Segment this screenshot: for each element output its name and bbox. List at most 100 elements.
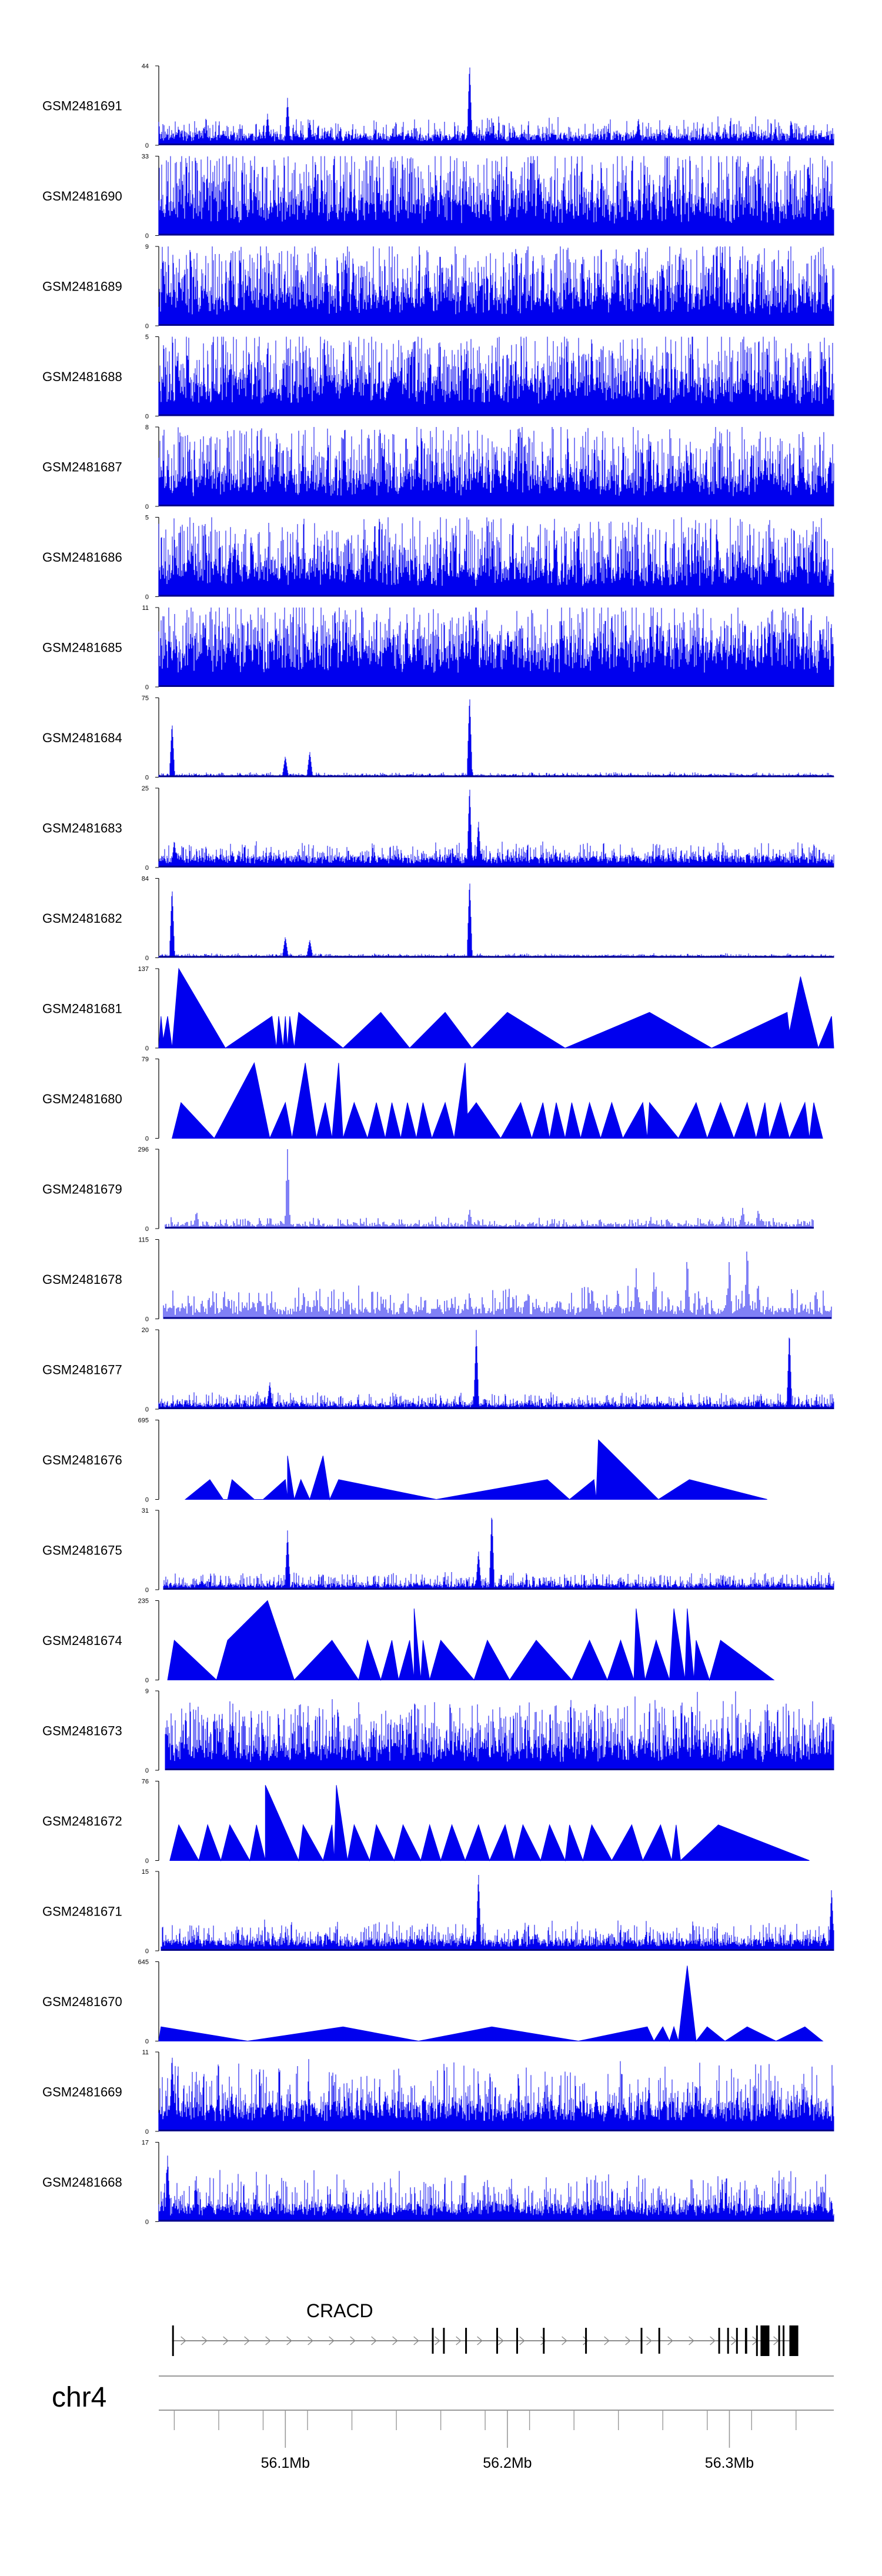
strand-arrow (604, 2336, 610, 2345)
axis-tick-label: 56.1Mb (261, 2455, 310, 2471)
track-GSM2481689: GSM2481689 9 0 (42, 243, 834, 330)
exon (640, 2328, 643, 2354)
strand-arrow (308, 2336, 313, 2345)
gene-model (172, 2325, 799, 2356)
y-max-label: 17 (142, 2140, 149, 2147)
track-label: GSM2481671 (42, 1904, 122, 1919)
strand-arrow (350, 2336, 356, 2345)
y-max-label: 75 (142, 695, 149, 702)
exon (783, 2325, 785, 2356)
exon (736, 2328, 738, 2354)
y-max-label: 645 (138, 1959, 149, 1966)
y-min-label: 0 (145, 323, 149, 330)
exon (443, 2328, 445, 2354)
track-label: GSM2481685 (42, 640, 122, 655)
y-max-label: 235 (138, 1598, 149, 1605)
track-GSM2481691: GSM2481691 44 0 (42, 63, 834, 149)
y-max-label: 115 (138, 1237, 149, 1244)
y-min-label: 0 (145, 1316, 149, 1323)
track-label: GSM2481670 (42, 1994, 122, 2009)
y-min-label: 0 (145, 1858, 149, 1865)
exon (585, 2328, 587, 2354)
strand-arrow (477, 2336, 483, 2345)
y-min-label: 0 (145, 955, 149, 962)
track-GSM2481686: GSM2481686 5 0 (42, 515, 834, 601)
y-max-label: 31 (142, 1507, 149, 1514)
y-max-label: 20 (142, 1327, 149, 1334)
track-GSM2481673: GSM2481673 9 0 (42, 1688, 834, 1774)
exon (744, 2328, 747, 2354)
exon (496, 2328, 498, 2354)
coverage-bars (158, 67, 834, 145)
coverage-area (158, 967, 834, 1049)
y-min-label: 0 (145, 684, 149, 691)
track-label: GSM2481689 (42, 279, 122, 294)
y-min-label: 0 (145, 1677, 149, 1684)
y-max-label: 84 (142, 876, 149, 883)
strand-arrow (223, 2336, 229, 2345)
y-max-label: 44 (142, 63, 149, 70)
y-min-label: 0 (145, 775, 149, 782)
chromosome-axis: chr4 56.1Mb 56.2Mb 56.3Mb (52, 2375, 834, 2471)
coverage-bars (165, 1691, 834, 1770)
y-max-label: 695 (138, 1417, 149, 1424)
strand-arrow (265, 2336, 271, 2345)
y-min-label: 0 (145, 2038, 149, 2046)
y-max-label: 33 (142, 154, 149, 161)
strand-arrow (202, 2336, 208, 2345)
y-max-label: 9 (145, 1688, 149, 1695)
strand-arrow (181, 2336, 186, 2345)
y-min-label: 0 (145, 413, 149, 421)
y-min-label: 0 (145, 1226, 149, 1233)
exon (760, 2325, 770, 2356)
track-GSM2481683: GSM2481683 25 0 (42, 785, 834, 872)
track-GSM2481675: GSM2481675 31 0 (42, 1507, 834, 1594)
track-GSM2481681: GSM2481681 137 0 (42, 966, 834, 1052)
track-label: GSM2481690 (42, 189, 122, 203)
y-max-label: 8 (145, 424, 149, 431)
exon (789, 2325, 799, 2356)
coverage-bars (158, 2057, 834, 2131)
track-label: GSM2481668 (42, 2175, 122, 2190)
y-max-label: 5 (145, 334, 149, 341)
y-max-label: 76 (142, 1778, 149, 1786)
y-max-label: 137 (138, 966, 149, 973)
exon (172, 2325, 174, 2356)
y-max-label: 11 (142, 605, 149, 612)
track-GSM2481670: GSM2481670 645 0 (42, 1959, 824, 2046)
track-label: GSM2481681 (42, 1002, 122, 1016)
strand-arrow (689, 2336, 694, 2345)
coverage-bars (158, 246, 834, 326)
strand-arrow (435, 2336, 440, 2345)
track-label: GSM2481679 (42, 1182, 122, 1197)
exon (778, 2325, 780, 2356)
y-min-label: 0 (145, 1497, 149, 1504)
track-GSM2481679: GSM2481679 296 0 (42, 1146, 814, 1233)
track-label: GSM2481691 (42, 99, 122, 114)
exon (718, 2328, 720, 2354)
track-label: GSM2481676 (42, 1453, 122, 1467)
strand-arrow (625, 2336, 631, 2345)
track-label: GSM2481683 (42, 821, 122, 836)
track-GSM2481687: GSM2481687 8 0 (42, 424, 834, 510)
y-min-label: 0 (145, 503, 149, 510)
track-label: GSM2481678 (42, 1272, 122, 1287)
chromosome-label: chr4 (52, 2382, 106, 2413)
strand-arrow (456, 2336, 462, 2345)
exon (432, 2328, 434, 2354)
strand-arrow (286, 2336, 292, 2345)
coverage-area (184, 1439, 767, 1501)
gene-annotation-track: CRACD (172, 2300, 799, 2356)
y-max-label: 15 (142, 1868, 149, 1876)
coverage-area (158, 1966, 824, 2042)
y-min-label: 0 (145, 1136, 149, 1143)
track-label: GSM2481673 (42, 1724, 122, 1739)
strand-arrow (540, 2336, 546, 2345)
track-label: GSM2481682 (42, 911, 122, 926)
strand-arrow (244, 2336, 250, 2345)
gene-name-label: CRACD (306, 2300, 373, 2321)
coverage-bars (158, 427, 834, 506)
strand-arrow (519, 2336, 525, 2345)
y-max-label: 5 (145, 515, 149, 522)
